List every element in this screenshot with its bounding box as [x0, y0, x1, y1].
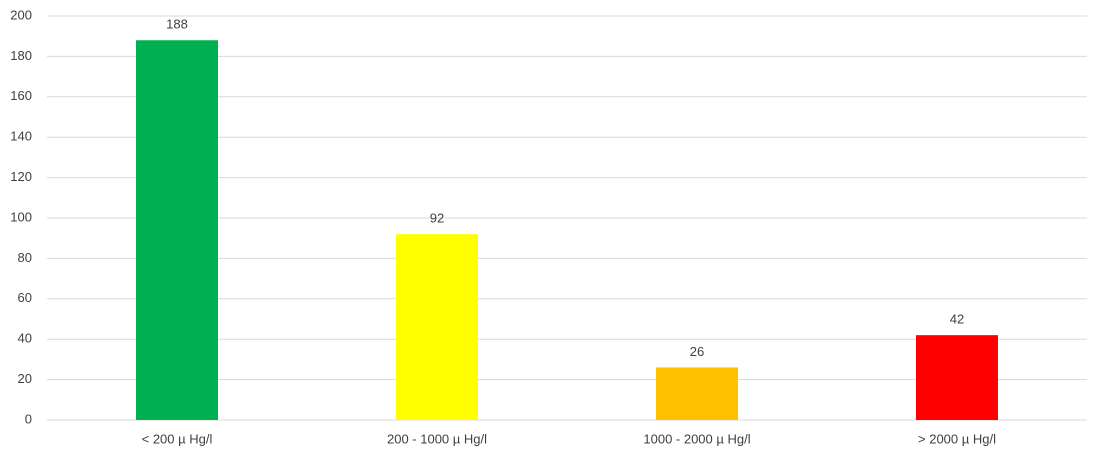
y-tick-label: 40	[18, 331, 32, 346]
y-tick-label: 20	[18, 371, 32, 386]
y-tick-label: 180	[10, 48, 32, 63]
x-tick-label: 1000 - 2000 µ Hg/l	[643, 431, 750, 446]
bar	[396, 234, 478, 420]
y-tick-label: 60	[18, 290, 32, 305]
y-tick-label: 80	[18, 250, 32, 265]
bar	[136, 40, 218, 421]
value-label: 188	[166, 17, 188, 32]
y-tick-label: 200	[10, 7, 32, 22]
value-label: 92	[430, 211, 444, 226]
x-tick-label: > 2000 µ Hg/l	[918, 431, 996, 446]
y-tick-label: 160	[10, 88, 32, 103]
y-tick-label: 100	[10, 209, 32, 224]
value-label: 26	[690, 344, 704, 359]
value-label: 42	[950, 312, 964, 327]
bar	[656, 367, 738, 420]
y-tick-label: 120	[10, 169, 32, 184]
x-tick-label: < 200 µ Hg/l	[142, 431, 213, 446]
bar	[916, 335, 998, 420]
y-tick-label: 140	[10, 129, 32, 144]
x-tick-label: 200 - 1000 µ Hg/l	[387, 431, 487, 446]
y-tick-label: 0	[25, 411, 32, 426]
